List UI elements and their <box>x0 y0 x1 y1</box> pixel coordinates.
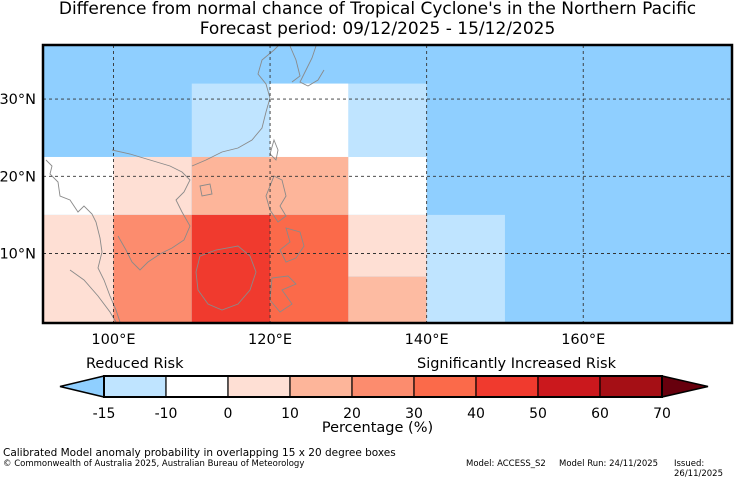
colorbar-tick: 20 <box>343 406 361 422</box>
colorbar <box>59 375 709 398</box>
probability-cell <box>270 83 349 157</box>
probability-cell <box>191 214 271 323</box>
colorbar-segment <box>537 375 601 398</box>
colorbar-label: Percentage (%) <box>321 420 434 436</box>
footer-model-run: Model Run: 24/11/2025 <box>559 459 659 469</box>
probability-cell <box>113 214 192 323</box>
probability-cell <box>348 83 427 157</box>
colorbar-tick: -15 <box>92 406 116 422</box>
colorbar-max-arrow <box>661 375 709 398</box>
colorbar-tick: 0 <box>223 406 233 422</box>
probability-cell <box>426 214 505 323</box>
lon-tick-label: 140°E <box>405 332 449 348</box>
colorbar-segment <box>289 375 353 398</box>
colorbar-segment <box>413 375 477 398</box>
coast-sumatra <box>69 269 117 323</box>
colorbar-min-arrow <box>59 375 105 398</box>
lon-tick-label: 160°E <box>561 332 605 348</box>
footer-model: Model: ACCESS_S2 <box>466 459 546 469</box>
colorbar-tick: 30 <box>405 406 423 422</box>
probability-cell <box>348 276 427 323</box>
longitude-labels: 100°E 120°E 140°E 160°E <box>91 332 605 348</box>
lat-tick-label: 30°N <box>0 92 36 108</box>
coast-korea <box>289 45 301 83</box>
latitude-labels: 30°N 20°N 10°N <box>0 92 36 262</box>
colorbar-segment <box>599 375 663 398</box>
coast-china <box>191 43 281 167</box>
probability-cell <box>113 156 192 215</box>
probability-cell <box>348 156 427 215</box>
probability-cell <box>43 214 114 323</box>
coast-sulawesi <box>269 275 297 313</box>
coast-mainland-asia <box>45 159 121 323</box>
increased-risk-label: Significantly Increased Risk <box>417 356 616 372</box>
colorbar-segment <box>165 375 229 398</box>
colorbar-segment <box>103 375 167 398</box>
probability-cell <box>43 156 114 215</box>
footer-copyright: © Commonwealth of Australia 2025, Austra… <box>3 459 305 469</box>
coast-indochina <box>111 149 191 271</box>
colorbar-outline <box>103 375 663 398</box>
colorbar-tick: 10 <box>281 406 299 422</box>
lat-tick-label: 20°N <box>0 169 36 185</box>
map-frame <box>41 43 734 325</box>
coast-taiwan <box>269 138 279 161</box>
colorbar-segment <box>475 375 539 398</box>
colorbar-tick: 40 <box>467 406 485 422</box>
coast-japan <box>299 45 325 87</box>
colorbar-segment <box>227 375 291 398</box>
colorbar-tick: 50 <box>529 406 547 422</box>
probability-cell <box>270 214 349 323</box>
footer-issued: Issued: 26/11/2025 <box>674 459 723 479</box>
coastlines <box>45 43 325 323</box>
coast-philippines-south <box>279 227 305 263</box>
probability-cell <box>348 214 427 277</box>
probability-cells <box>43 45 732 323</box>
footer-description: Calibrated Model anomaly probability in … <box>3 447 396 459</box>
map-title: Difference from normal chance of Tropica… <box>58 0 697 19</box>
colorbar-tick: 60 <box>591 406 609 422</box>
colorbar-tick: -10 <box>154 406 178 422</box>
colorbar-segment <box>351 375 415 398</box>
lon-tick-label: 120°E <box>248 332 292 348</box>
reduced-risk-label: Reduced Risk <box>86 356 184 372</box>
lon-tick-label: 100°E <box>91 332 135 348</box>
coast-hainan <box>199 183 213 197</box>
forecast-period: Forecast period: 09/12/2025 - 15/12/2025 <box>199 19 556 39</box>
coast-borneo <box>195 245 257 311</box>
lat-tick-label: 10°N <box>0 247 36 263</box>
colorbar-tick: 70 <box>653 406 671 422</box>
graticule <box>43 45 732 323</box>
coast-luzon <box>265 175 287 223</box>
